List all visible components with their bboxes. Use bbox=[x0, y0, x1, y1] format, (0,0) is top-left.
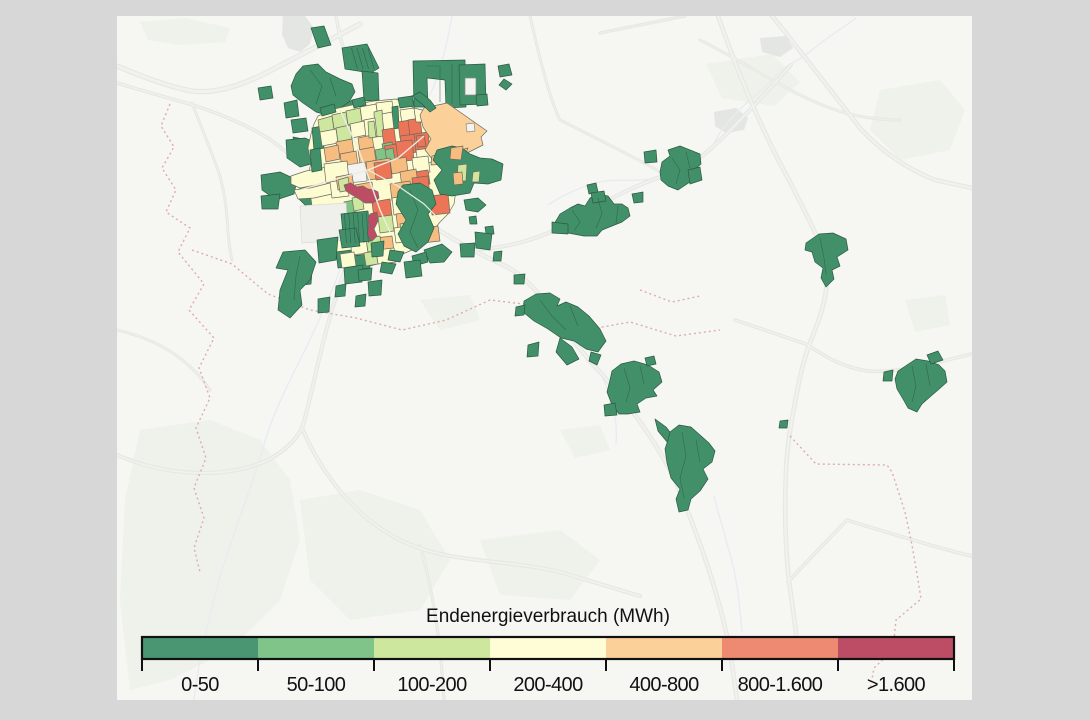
svg-text:>1.600: >1.600 bbox=[867, 674, 926, 696]
svg-text:200-400: 200-400 bbox=[513, 674, 583, 696]
svg-text:50-100: 50-100 bbox=[287, 674, 346, 696]
svg-text:800-1.600: 800-1.600 bbox=[738, 674, 823, 696]
svg-text:Endenergieverbrauch (MWh): Endenergieverbrauch (MWh) bbox=[426, 606, 670, 627]
svg-text:400-800: 400-800 bbox=[629, 674, 699, 696]
svg-text:100-200: 100-200 bbox=[397, 674, 467, 696]
svg-text:0-50: 0-50 bbox=[181, 674, 219, 696]
